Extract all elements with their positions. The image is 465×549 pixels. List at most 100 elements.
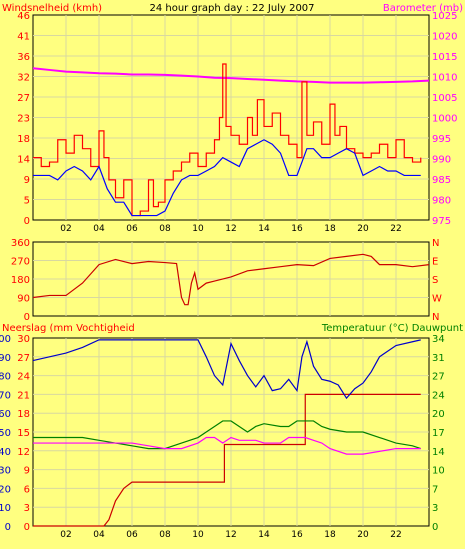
series-barometer xyxy=(32,67,430,84)
right-tick-label: N xyxy=(432,238,439,249)
right-tick-label: E xyxy=(432,257,438,268)
left-tick-label: 23 xyxy=(17,114,30,125)
humidity-tick-label: 70 xyxy=(0,390,11,401)
right-tick-label: 20 xyxy=(432,409,445,420)
left-tick-label: 5 xyxy=(24,196,30,207)
right-tick-label: 34 xyxy=(432,334,445,345)
x-tick-label: 22 xyxy=(390,224,401,234)
data-series xyxy=(32,63,430,527)
x-tick-label: 12 xyxy=(225,530,236,540)
left-tick-label: 27 xyxy=(17,353,30,364)
left-tick-label: 30 xyxy=(17,334,30,345)
humidity-tick-label: 60 xyxy=(0,409,11,420)
right-tick-label: 975 xyxy=(432,216,451,227)
x-tick-label: 14 xyxy=(258,530,270,540)
series-wind-avg xyxy=(33,139,421,217)
x-tick-label: 04 xyxy=(93,224,105,234)
x-tick-label: 18 xyxy=(324,530,336,540)
humidity-tick-label: 80 xyxy=(0,372,11,383)
rain-humidity-axis-title: Neerslag (mm Vochtigheid xyxy=(2,323,135,334)
x-tick-label: 06 xyxy=(126,224,138,234)
right-tick-label: 990 xyxy=(432,155,451,166)
left-tick-label: 18 xyxy=(17,409,30,420)
right-tick-label: 3 xyxy=(432,503,438,514)
left-tick-label: 21 xyxy=(17,390,30,401)
left-tick-label: 90 xyxy=(17,294,30,305)
left-tick-label: 18 xyxy=(17,134,30,145)
left-tick-label: 360 xyxy=(11,238,30,249)
left-tick-label: 46 xyxy=(17,11,30,22)
left-tick-label: 9 xyxy=(24,466,30,477)
x-tick-label: 20 xyxy=(357,530,369,540)
wind-speed-axis-title: Windsnelheid (kmh) xyxy=(2,3,102,14)
right-tick-label: 980 xyxy=(432,196,451,207)
humidity-tick-label: 90 xyxy=(0,353,11,364)
right-tick-label: 7 xyxy=(432,484,438,495)
right-tick-label: 1025 xyxy=(432,11,457,22)
x-tick-label: 16 xyxy=(291,530,303,540)
temperature-axis-title: Temperatuur (°C) Dauwpunt xyxy=(321,323,463,334)
humidity-tick-label: 10 xyxy=(0,503,11,514)
right-tick-label: 24 xyxy=(432,390,445,401)
right-tick-label: N xyxy=(432,312,439,323)
humidity-tick-label: 100 xyxy=(0,334,11,345)
right-tick-label: 1005 xyxy=(432,93,457,104)
left-tick-label: 41 xyxy=(17,32,30,43)
humidity-tick-label: 0 xyxy=(5,522,11,533)
left-tick-label: 6 xyxy=(24,484,30,495)
x-tick-label: 10 xyxy=(192,530,204,540)
x-tick-label: 06 xyxy=(126,530,138,540)
left-tick-label: 27 xyxy=(17,93,30,104)
x-tick-label: 20 xyxy=(357,224,369,234)
barometer-axis-title: Barometer (mb) xyxy=(383,3,463,14)
left-tick-label: 0 xyxy=(24,216,30,227)
right-tick-label: 985 xyxy=(432,175,451,186)
x-tick-label: 12 xyxy=(225,224,236,234)
right-tick-label: 10 xyxy=(432,466,445,477)
right-tick-label: W xyxy=(432,294,442,305)
right-tick-label: 27 xyxy=(432,372,445,383)
x-tick-label: 08 xyxy=(159,530,171,540)
x-tick-label: 22 xyxy=(390,530,401,540)
left-tick-label: 32 xyxy=(17,73,30,84)
right-tick-label: 1000 xyxy=(432,114,457,125)
right-tick-label: 17 xyxy=(432,428,445,439)
series-rain xyxy=(33,393,421,527)
humidity-tick-label: 20 xyxy=(0,484,11,495)
left-tick-label: 180 xyxy=(11,275,30,286)
left-tick-label: 270 xyxy=(11,257,30,268)
humidity-tick-label: 30 xyxy=(0,466,11,477)
right-tick-label: 1020 xyxy=(432,32,457,43)
left-tick-label: 24 xyxy=(17,372,30,383)
right-tick-label: 995 xyxy=(432,134,451,145)
right-tick-label: 31 xyxy=(432,353,445,364)
graph-title: 24 hour graph day : 22 July 2007 xyxy=(149,3,314,14)
right-tick-label: S xyxy=(432,275,438,286)
left-tick-label: 0 xyxy=(24,522,30,533)
x-tick-label: 02 xyxy=(60,530,71,540)
x-tick-label: 08 xyxy=(159,224,171,234)
humidity-tick-label: 50 xyxy=(0,428,11,439)
left-tick-label: 12 xyxy=(17,447,30,458)
x-tick-label: 10 xyxy=(192,224,204,234)
right-tick-label: 14 xyxy=(432,447,445,458)
humidity-tick-label: 40 xyxy=(0,447,11,458)
series-wind-direction xyxy=(32,253,430,306)
left-tick-label: 15 xyxy=(17,428,30,439)
left-tick-label: 9 xyxy=(24,175,30,186)
left-tick-label: 3 xyxy=(24,503,30,514)
right-tick-label: 1010 xyxy=(432,73,457,84)
series-dewpoint xyxy=(33,436,421,455)
left-tick-label: 36 xyxy=(17,52,30,63)
x-tick-label: 14 xyxy=(258,224,270,234)
left-tick-label: 0 xyxy=(24,312,30,323)
x-tick-label: 18 xyxy=(324,224,336,234)
series-humidity xyxy=(32,339,421,400)
right-tick-label: 0 xyxy=(432,522,438,533)
left-tick-label: 14 xyxy=(17,155,30,166)
x-tick-label: 04 xyxy=(93,530,105,540)
